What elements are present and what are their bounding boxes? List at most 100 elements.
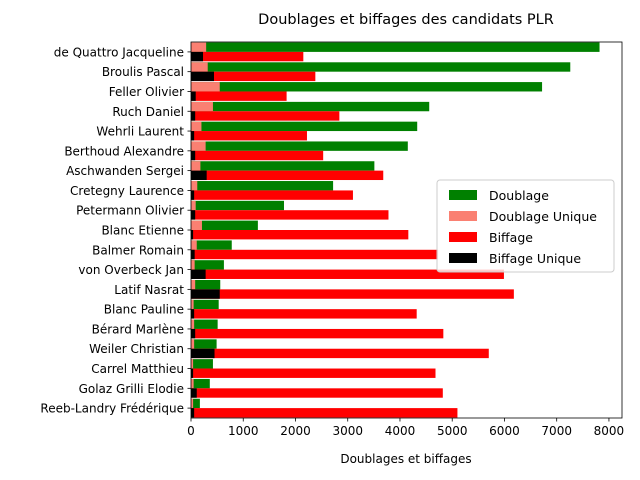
bar-biffage-unique xyxy=(191,388,197,398)
bar-doublage-unique xyxy=(191,240,197,250)
bar-biffage-unique xyxy=(191,210,196,220)
bar-doublage-unique xyxy=(191,398,194,409)
x-tick-label: 7000 xyxy=(541,424,572,438)
y-tick-label: Feller Olivier xyxy=(109,85,184,99)
bar-biffage xyxy=(191,111,340,121)
bar-doublage xyxy=(191,101,430,112)
bar-biffage xyxy=(191,388,443,398)
bar-biffage xyxy=(191,249,439,260)
y-tick-label: Blanc Etienne xyxy=(101,224,184,238)
plot-frame xyxy=(190,41,623,419)
bar-doublage-unique xyxy=(191,101,213,112)
legend-label: Biffage xyxy=(489,230,533,245)
y-tick-label: von Overbeck Jan xyxy=(78,263,184,277)
y-tick-label: Cretegny Laurence xyxy=(70,184,184,198)
bar-doublage xyxy=(191,240,232,250)
bar-biffage-unique xyxy=(191,230,194,240)
legend-label: Doublage xyxy=(489,188,549,203)
y-tick-label: Weiler Christian xyxy=(89,342,184,356)
bar-biffage-unique xyxy=(191,170,207,181)
legend-swatch xyxy=(449,190,477,200)
bar-biffage xyxy=(191,368,436,378)
y-tick-label: Carrel Matthieu xyxy=(91,362,184,376)
y-tick-label: Berthoud Alexandre xyxy=(64,144,184,158)
x-tick-label: 1000 xyxy=(228,424,259,438)
x-tick-label: 8000 xyxy=(594,424,625,438)
y-tick-label: Ruch Daniel xyxy=(112,105,184,119)
legend-box xyxy=(436,179,615,273)
bar-biffage xyxy=(191,131,307,141)
bar-doublage-unique xyxy=(191,220,202,230)
y-tick-label: Balmer Romain xyxy=(92,243,184,257)
legend-swatch xyxy=(449,232,477,242)
x-tick-label: 0 xyxy=(187,424,195,438)
y-tick-label: Aschwanden Sergei xyxy=(66,164,184,178)
bar-doublage-unique xyxy=(191,279,196,290)
bars-group xyxy=(191,42,600,418)
y-tick-label: Bérard Marlène xyxy=(92,322,184,336)
bar-biffage xyxy=(191,51,304,62)
x-tick-label: 2000 xyxy=(280,424,311,438)
bar-doublage xyxy=(191,359,213,369)
bar-doublage xyxy=(191,260,224,270)
legend-swatch xyxy=(449,253,477,263)
legend-label: Doublage Unique xyxy=(489,209,597,224)
bar-biffage-unique xyxy=(191,269,206,279)
bar-doublage-unique xyxy=(191,161,201,171)
bar-biffage xyxy=(191,289,514,299)
bar-doublage-unique xyxy=(191,378,194,389)
bar-doublage xyxy=(191,62,571,72)
bar-biffage-unique xyxy=(191,309,195,319)
bar-biffage xyxy=(191,309,417,319)
bar-biffage xyxy=(191,408,458,418)
bar-biffage xyxy=(191,190,353,200)
y-tick-label: Wehrli Laurent xyxy=(96,125,184,139)
bar-doublage xyxy=(191,141,408,151)
bar-doublage-unique xyxy=(191,42,207,52)
bar-biffage xyxy=(191,170,384,181)
legend-swatch xyxy=(449,211,477,221)
bar-biffage-unique xyxy=(191,348,215,359)
bar-doublage-unique xyxy=(191,82,220,92)
bar-biffage xyxy=(191,328,444,339)
bar-doublage-unique xyxy=(191,181,198,191)
bar-doublage-unique xyxy=(191,299,194,310)
bar-doublage xyxy=(191,378,210,389)
y-tick-label: Latif Nasrat xyxy=(114,283,184,297)
bar-doublage xyxy=(191,299,219,310)
bar-biffage-unique xyxy=(191,51,204,62)
bar-doublage-unique xyxy=(191,141,206,151)
axes-group: de Quattro Jacqueline Broulis Pascal Felle… xyxy=(40,41,625,438)
bar-biffage-unique xyxy=(191,328,196,339)
bar-doublage xyxy=(191,279,221,290)
x-axis-label: Doublages et biffages xyxy=(340,452,471,466)
bar-doublage xyxy=(191,220,258,230)
bar-biffage xyxy=(191,230,409,240)
bar-biffage xyxy=(191,91,287,101)
x-tick-label: 6000 xyxy=(489,424,520,438)
bar-doublage xyxy=(191,339,217,349)
bar-doublage xyxy=(191,42,600,52)
bar-doublage-unique xyxy=(191,319,195,329)
bar-doublage xyxy=(191,398,200,409)
bar-biffage-unique xyxy=(191,131,195,141)
bar-doublage-unique xyxy=(191,260,195,270)
bar-biffage xyxy=(191,71,316,82)
bar-doublage-unique xyxy=(191,200,196,211)
chart-title: Doublages et biffages des candidats PLR xyxy=(258,12,554,28)
bar-biffage-unique xyxy=(191,408,195,418)
bar-doublage xyxy=(191,181,334,191)
bar-doublage xyxy=(191,82,543,92)
bar-biffage-unique xyxy=(191,150,196,161)
bar-biffage-unique xyxy=(191,289,220,299)
legend: Doublage Doublage Unique Biffage Biffage Un… xyxy=(436,179,615,273)
y-tick-label: de Quattro Jacqueline xyxy=(54,45,184,59)
x-tick-label: 4000 xyxy=(385,424,416,438)
bar-biffage xyxy=(191,269,504,279)
x-tick-label: 3000 xyxy=(332,424,363,438)
bar-doublage-unique xyxy=(191,62,208,72)
bar-biffage xyxy=(191,210,389,220)
bar-doublage-unique xyxy=(191,359,194,369)
bar-biffage xyxy=(191,348,489,359)
